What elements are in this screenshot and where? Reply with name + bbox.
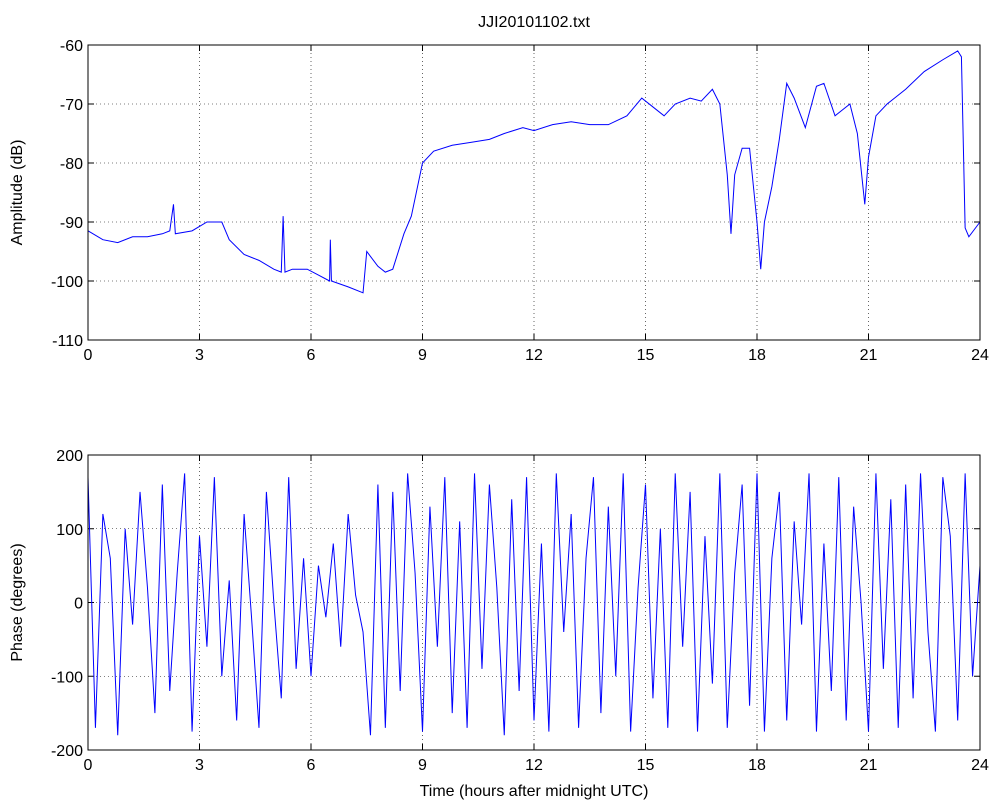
y-tick-label: 100 [56,522,83,539]
y-tick-label: -60 [60,38,83,55]
x-tick-label: 6 [307,347,316,364]
x-tick-label: 9 [418,757,427,774]
axes-frame [87,454,981,751]
y-tick-label: -100 [51,669,83,686]
x-tick-label: 0 [84,757,93,774]
x-tick-label: 24 [971,757,989,774]
x-tick-label: 21 [860,757,878,774]
chart-title: JJI20101102.txt [478,14,590,31]
x-tick-label: 12 [525,347,543,364]
x-tick-label: 15 [637,757,655,774]
data-line [87,50,981,294]
y-tick-label: 200 [56,448,83,465]
y-tick-label: -90 [60,215,83,232]
x-tick-label: 0 [84,347,93,364]
x-tick-label: 6 [307,757,316,774]
plot-area [88,45,980,340]
y-axis-label: Phase (degrees) [9,543,26,661]
y-tick-label: -200 [51,743,83,760]
x-tick-label: 18 [748,757,766,774]
x-tick-label: 12 [525,757,543,774]
x-tick-label: 3 [195,757,204,774]
data-line [87,473,981,736]
y-tick-label: -100 [51,274,83,291]
y-tick-label: -110 [52,333,83,350]
y-tick-label: -80 [60,156,83,173]
x-tick-label: 15 [637,347,655,364]
y-tick-label: 0 [74,596,83,613]
x-tick-label: 18 [748,347,766,364]
y-tick-label: -70 [60,97,83,114]
x-axis-label: Time (hours after midnight UTC) [420,783,649,800]
x-tick-label: 3 [195,347,204,364]
y-axis-label: Amplitude (dB) [9,140,26,246]
x-tick-label: 9 [418,347,427,364]
axes-frame [87,44,981,341]
x-tick-label: 24 [971,347,989,364]
x-tick-label: 21 [860,347,878,364]
